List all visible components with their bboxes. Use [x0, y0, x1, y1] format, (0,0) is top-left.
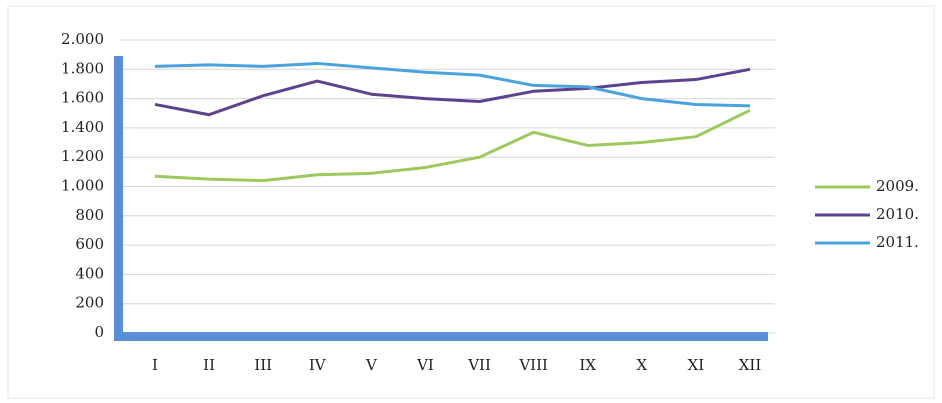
y-tick-label: 800: [75, 206, 104, 224]
y-axis: [114, 56, 123, 341]
legend-label: 2010.: [876, 205, 919, 223]
series-line: [154, 108, 751, 183]
x-tick-label: IV: [309, 356, 327, 374]
x-tick-label: XI: [688, 356, 705, 374]
x-tick-label: XII: [739, 356, 762, 374]
y-tick-label: 600: [75, 235, 104, 253]
y-tick-label: 0: [94, 323, 104, 341]
x-tick-label: II: [203, 356, 215, 374]
y-tick-label: 200: [75, 294, 104, 312]
x-tick-label: V: [365, 356, 378, 374]
x-axis: [114, 332, 768, 341]
y-tick-label: 1.600: [61, 89, 104, 107]
y-tick-label: 1.800: [61, 59, 104, 77]
legend-label: 2009.: [876, 177, 919, 195]
x-tick-label: VIII: [518, 356, 548, 374]
series-line: [154, 67, 751, 117]
x-tick-label: I: [152, 356, 158, 374]
x-tick-label: IX: [579, 356, 596, 374]
y-tick-label: 1.400: [61, 118, 104, 136]
x-tick-label: VI: [416, 356, 434, 374]
frame: [7, 5, 935, 399]
series-line: [154, 61, 751, 108]
y-tick-label: 1.000: [61, 177, 104, 195]
x-tick-label: III: [254, 356, 272, 374]
y-tick-label: 2.000: [61, 30, 104, 48]
y-tick-label: 1.200: [61, 147, 104, 165]
x-tick-label: X: [636, 356, 647, 374]
x-tick-label: VII: [467, 356, 491, 374]
y-tick-label: 400: [75, 264, 104, 282]
legend-label: 2011.: [876, 233, 919, 251]
